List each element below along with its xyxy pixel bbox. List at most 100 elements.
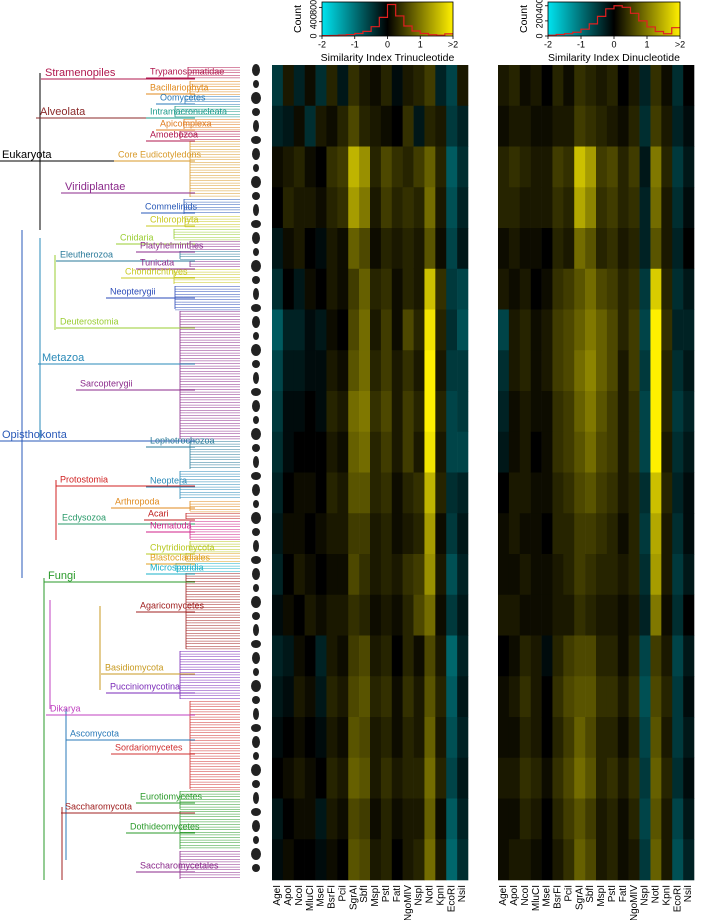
heatmap-cell (563, 676, 575, 718)
heatmap-cell (370, 146, 382, 188)
heatmap-cell (380, 187, 393, 229)
heatmap-cell (683, 431, 695, 473)
heatmap-cell (293, 350, 305, 392)
heatmap-cell (326, 309, 338, 351)
heatmap-cell (498, 554, 510, 596)
heatmap-cell (530, 65, 542, 107)
heatmap-cell (541, 187, 553, 229)
heatmap-cell (337, 105, 349, 147)
heatmap-cell (315, 228, 327, 270)
clade-label: Ecdysozoa (62, 512, 106, 522)
heatmap-cell (541, 350, 553, 392)
heatmap-cell (359, 391, 371, 433)
heatmap-cell (661, 554, 673, 596)
heatmap-cell (348, 757, 360, 799)
heatmap-cell (628, 635, 640, 677)
heatmap-cell (672, 717, 684, 759)
heatmap-cell (304, 391, 316, 433)
heatmap-cell (282, 554, 295, 596)
clade-label: Oomycetes (160, 92, 206, 102)
heatmap-cell (315, 554, 327, 596)
clade-label: Chlorophyta (150, 214, 199, 224)
heatmap-cell (337, 431, 349, 473)
heatmap-cell (348, 431, 360, 473)
heatmap-cell (326, 554, 338, 596)
heatmap-cell (370, 431, 382, 473)
heatmap-cell (508, 798, 521, 840)
heatmap-cell (628, 554, 640, 596)
heatmap-cell (585, 268, 597, 310)
heatmap-cell (552, 635, 564, 677)
column-label: NsiI (683, 885, 694, 902)
heatmap-cell (530, 757, 542, 799)
heatmap-cell (530, 635, 542, 677)
heatmap-cell (661, 187, 673, 229)
heatmap-cell (661, 472, 673, 514)
organism-icon (253, 248, 259, 256)
heatmap-cell (639, 391, 651, 433)
heatmap-cell (435, 798, 447, 840)
heatmap-cell (596, 798, 608, 840)
heatmap-cell (628, 65, 640, 107)
heatmap-cell (563, 513, 575, 555)
organism-icon (251, 764, 261, 776)
heatmap-cell (326, 146, 338, 188)
x-tick-label: >2 (448, 39, 458, 49)
clade-label: Dikarya (50, 703, 81, 713)
heatmap-cell (413, 431, 425, 473)
heatmap-cell (563, 431, 575, 473)
column-label: NgoMIV (629, 885, 640, 920)
heatmap-cell (650, 431, 662, 473)
heatmap-cell (617, 757, 629, 799)
heatmap-cell (402, 676, 414, 718)
heatmap-cell (541, 105, 553, 147)
heatmap-cell (508, 554, 521, 596)
heatmap-cell (617, 105, 629, 147)
organism-icon (252, 444, 260, 452)
heatmap-cell (391, 676, 403, 718)
heatmap-cell (348, 146, 360, 188)
heatmap-cell (574, 798, 586, 840)
heatmap-cell (617, 676, 629, 718)
heatmap-cell (304, 146, 316, 188)
heatmap-cell (326, 513, 338, 555)
column-label: NgoMIV (403, 885, 414, 920)
column-label: KpnI (661, 885, 672, 906)
heatmap-cell (391, 594, 403, 636)
heatmap-cell (370, 839, 382, 881)
heatmap-cell (446, 105, 458, 147)
heatmap-cell (391, 472, 403, 514)
heatmap-cell (359, 798, 371, 840)
heatmap-cell (272, 228, 284, 270)
clade-label: Protostomia (60, 474, 108, 484)
organism-icon (251, 428, 261, 440)
heatmap-cell (348, 187, 360, 229)
heatmap-cell (639, 431, 651, 473)
heatmap-cell (661, 268, 673, 310)
y-tick-label: 800 (308, 0, 318, 15)
heatmap-cell (272, 350, 284, 392)
heatmap-cell (282, 65, 295, 107)
heatmap-cell (293, 635, 305, 677)
heatmap-cell (519, 146, 531, 188)
heatmap-cell (585, 554, 597, 596)
organism-icon (251, 304, 261, 312)
heatmap-cell (435, 309, 447, 351)
heatmap-cell (272, 513, 284, 555)
clade-label: Cnidaria (120, 232, 154, 242)
heatmap-cell (519, 268, 531, 310)
heatmap-cell (617, 635, 629, 677)
organism-icon (252, 148, 260, 160)
heatmap-cell (563, 839, 575, 881)
heatmap-cell (424, 431, 436, 473)
heatmap-cell (661, 65, 673, 107)
heatmap-cell (446, 676, 458, 718)
heatmap-cell (552, 472, 564, 514)
heatmap-cell (359, 350, 371, 392)
column-label: NsiI (457, 885, 468, 902)
heatmap-cell (293, 513, 305, 555)
heatmap-cell (326, 594, 338, 636)
heatmap-cell (585, 717, 597, 759)
heatmap-cell (585, 391, 597, 433)
